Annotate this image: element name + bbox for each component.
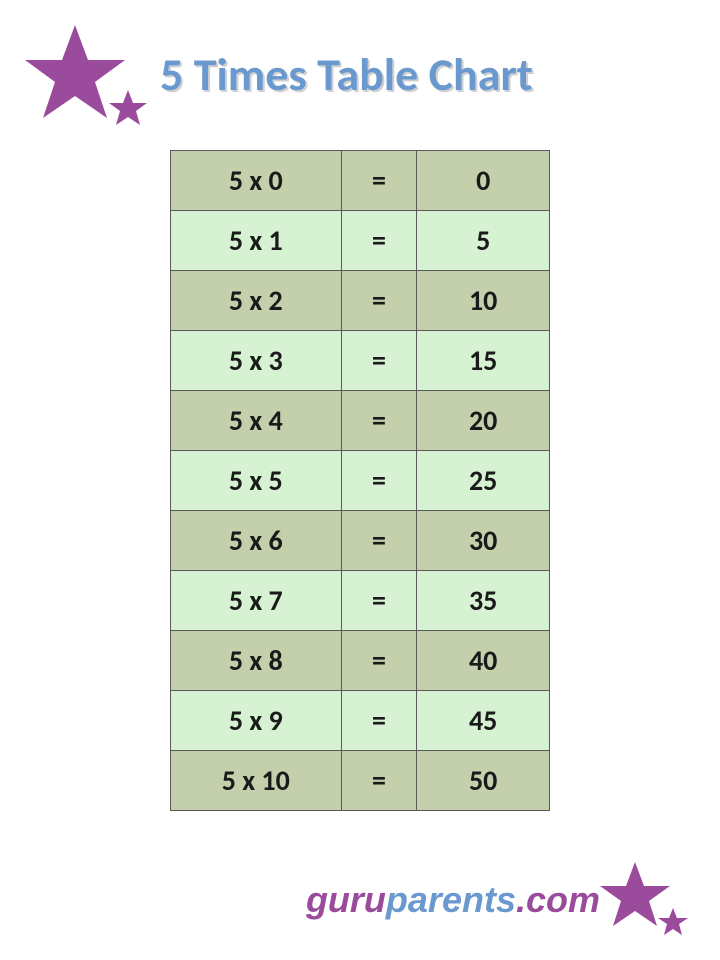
times-table: 5 x 0=05 x 1=55 x 2=105 x 3=155 x 4=205 … — [170, 150, 550, 811]
table-row: 5 x 8=40 — [171, 631, 550, 691]
footer-brand-part3: .com — [516, 879, 600, 920]
result-cell: 0 — [417, 151, 550, 211]
star-icon — [109, 90, 147, 125]
table-row: 5 x 0=0 — [171, 151, 550, 211]
equals-cell: = — [341, 691, 417, 751]
star-icon — [600, 862, 670, 926]
equals-cell: = — [341, 211, 417, 271]
result-cell: 10 — [417, 271, 550, 331]
result-cell: 30 — [417, 511, 550, 571]
star-decoration-bottom — [600, 860, 690, 940]
expression-cell: 5 x 4 — [171, 391, 342, 451]
expression-cell: 5 x 1 — [171, 211, 342, 271]
equals-cell: = — [341, 631, 417, 691]
result-cell: 20 — [417, 391, 550, 451]
page-title: 5 Times Table Chart — [160, 47, 533, 103]
table-row: 5 x 2=10 — [171, 271, 550, 331]
footer-brand-part2: parents — [386, 879, 516, 920]
equals-cell: = — [341, 271, 417, 331]
equals-cell: = — [341, 511, 417, 571]
expression-cell: 5 x 7 — [171, 571, 342, 631]
times-table-container: 5 x 0=05 x 1=55 x 2=105 x 3=155 x 4=205 … — [0, 150, 720, 811]
star-icon — [658, 908, 688, 935]
table-row: 5 x 10=50 — [171, 751, 550, 811]
expression-cell: 5 x 6 — [171, 511, 342, 571]
equals-cell: = — [341, 451, 417, 511]
table-row: 5 x 5=25 — [171, 451, 550, 511]
expression-cell: 5 x 0 — [171, 151, 342, 211]
table-row: 5 x 6=30 — [171, 511, 550, 571]
header: 5 Times Table Chart — [0, 0, 720, 140]
table-row: 5 x 9=45 — [171, 691, 550, 751]
footer-brand-part1: guru — [306, 879, 386, 920]
footer: guruparents.com — [306, 860, 690, 940]
result-cell: 50 — [417, 751, 550, 811]
equals-cell: = — [341, 151, 417, 211]
footer-brand: guruparents.com — [306, 879, 600, 921]
table-row: 5 x 1=5 — [171, 211, 550, 271]
expression-cell: 5 x 5 — [171, 451, 342, 511]
table-row: 5 x 4=20 — [171, 391, 550, 451]
expression-cell: 5 x 10 — [171, 751, 342, 811]
result-cell: 35 — [417, 571, 550, 631]
equals-cell: = — [341, 331, 417, 391]
expression-cell: 5 x 9 — [171, 691, 342, 751]
expression-cell: 5 x 8 — [171, 631, 342, 691]
table-row: 5 x 7=35 — [171, 571, 550, 631]
equals-cell: = — [341, 571, 417, 631]
result-cell: 45 — [417, 691, 550, 751]
result-cell: 40 — [417, 631, 550, 691]
result-cell: 25 — [417, 451, 550, 511]
result-cell: 15 — [417, 331, 550, 391]
star-icon — [25, 25, 125, 118]
equals-cell: = — [341, 751, 417, 811]
table-row: 5 x 3=15 — [171, 331, 550, 391]
expression-cell: 5 x 3 — [171, 331, 342, 391]
star-decoration-top — [20, 20, 150, 130]
expression-cell: 5 x 2 — [171, 271, 342, 331]
equals-cell: = — [341, 391, 417, 451]
result-cell: 5 — [417, 211, 550, 271]
